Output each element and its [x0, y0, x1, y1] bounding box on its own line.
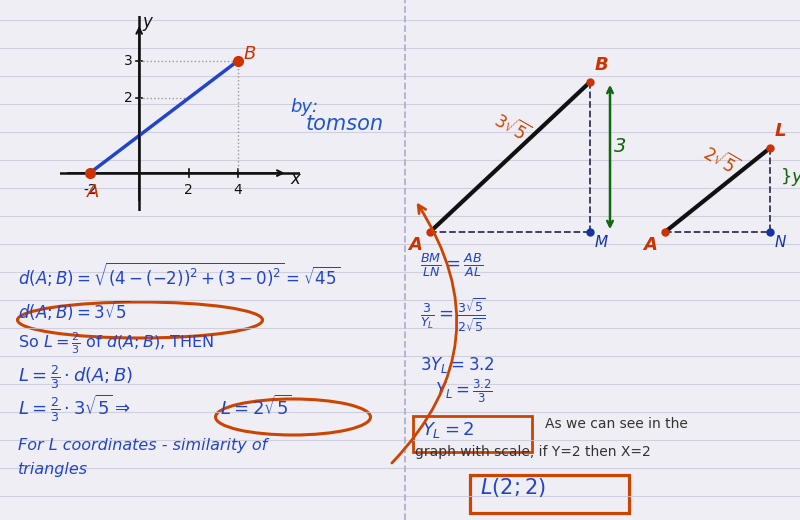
Text: y: y	[142, 13, 152, 31]
Text: $Y_L = 2$: $Y_L = 2$	[422, 420, 474, 440]
Text: $L(2;2)$: $L(2;2)$	[480, 476, 546, 499]
Text: $L = \frac{2}{3} \cdot 3\sqrt{5} \Rightarrow$: $L = \frac{2}{3} \cdot 3\sqrt{5} \Righta…	[18, 393, 130, 424]
Text: triangles: triangles	[18, 462, 88, 477]
Text: B: B	[243, 45, 255, 63]
Text: $3\sqrt{5}$: $3\sqrt{5}$	[490, 108, 533, 146]
Text: So $L = \frac{2}{3}$ of $d(A;B)$, THEN: So $L = \frac{2}{3}$ of $d(A;B)$, THEN	[18, 331, 214, 357]
Text: A: A	[87, 184, 99, 201]
Text: 3: 3	[124, 54, 133, 68]
Text: 2: 2	[184, 183, 193, 197]
Text: $d(A;B) = 3\sqrt{5}$: $d(A;B) = 3\sqrt{5}$	[18, 298, 130, 322]
Text: $L = 2\sqrt{5}$: $L = 2\sqrt{5}$	[220, 395, 292, 419]
Text: -2: -2	[83, 183, 97, 197]
Text: 2: 2	[124, 91, 133, 105]
Text: 4: 4	[234, 183, 242, 197]
Text: $d(A;B) = \sqrt{(4-(-2))^2+(3-0)^2} = \sqrt{45}$: $d(A;B) = \sqrt{(4-(-2))^2+(3-0)^2} = \s…	[18, 261, 340, 289]
Text: $3Y_L = 3.2$: $3Y_L = 3.2$	[420, 355, 494, 375]
Text: M: M	[595, 235, 608, 250]
Text: $L = \frac{2}{3} \cdot d(A;B)$: $L = \frac{2}{3} \cdot d(A;B)$	[18, 363, 134, 391]
Text: $\frac{BM}{LN} = \frac{AB}{AL}$: $\frac{BM}{LN} = \frac{AB}{AL}$	[420, 251, 483, 279]
Text: tomson: tomson	[306, 114, 384, 134]
Text: For L coordinates - similarity of: For L coordinates - similarity of	[18, 438, 267, 453]
FancyArrowPatch shape	[392, 205, 457, 463]
Text: L: L	[775, 122, 786, 140]
Text: 3: 3	[614, 137, 626, 156]
Text: A: A	[408, 236, 422, 254]
Text: $\frac{3}{Y_L} = \frac{3\sqrt{5}}{2\sqrt{5}}$: $\frac{3}{Y_L} = \frac{3\sqrt{5}}{2\sqrt…	[420, 296, 486, 334]
Text: N: N	[775, 235, 786, 250]
Text: B: B	[595, 56, 609, 74]
Text: $\}y_L$: $\}y_L$	[780, 166, 800, 188]
Text: As we can see in the: As we can see in the	[545, 417, 688, 431]
Text: graph with scale, if Y=2 then X=2: graph with scale, if Y=2 then X=2	[415, 445, 650, 459]
Text: A: A	[643, 236, 657, 254]
Text: x: x	[290, 171, 300, 188]
Text: by:: by:	[290, 98, 318, 116]
Text: $2\sqrt{5}$: $2\sqrt{5}$	[699, 141, 742, 179]
Text: $Y_L = \frac{3.2}{3}$: $Y_L = \frac{3.2}{3}$	[435, 378, 493, 405]
